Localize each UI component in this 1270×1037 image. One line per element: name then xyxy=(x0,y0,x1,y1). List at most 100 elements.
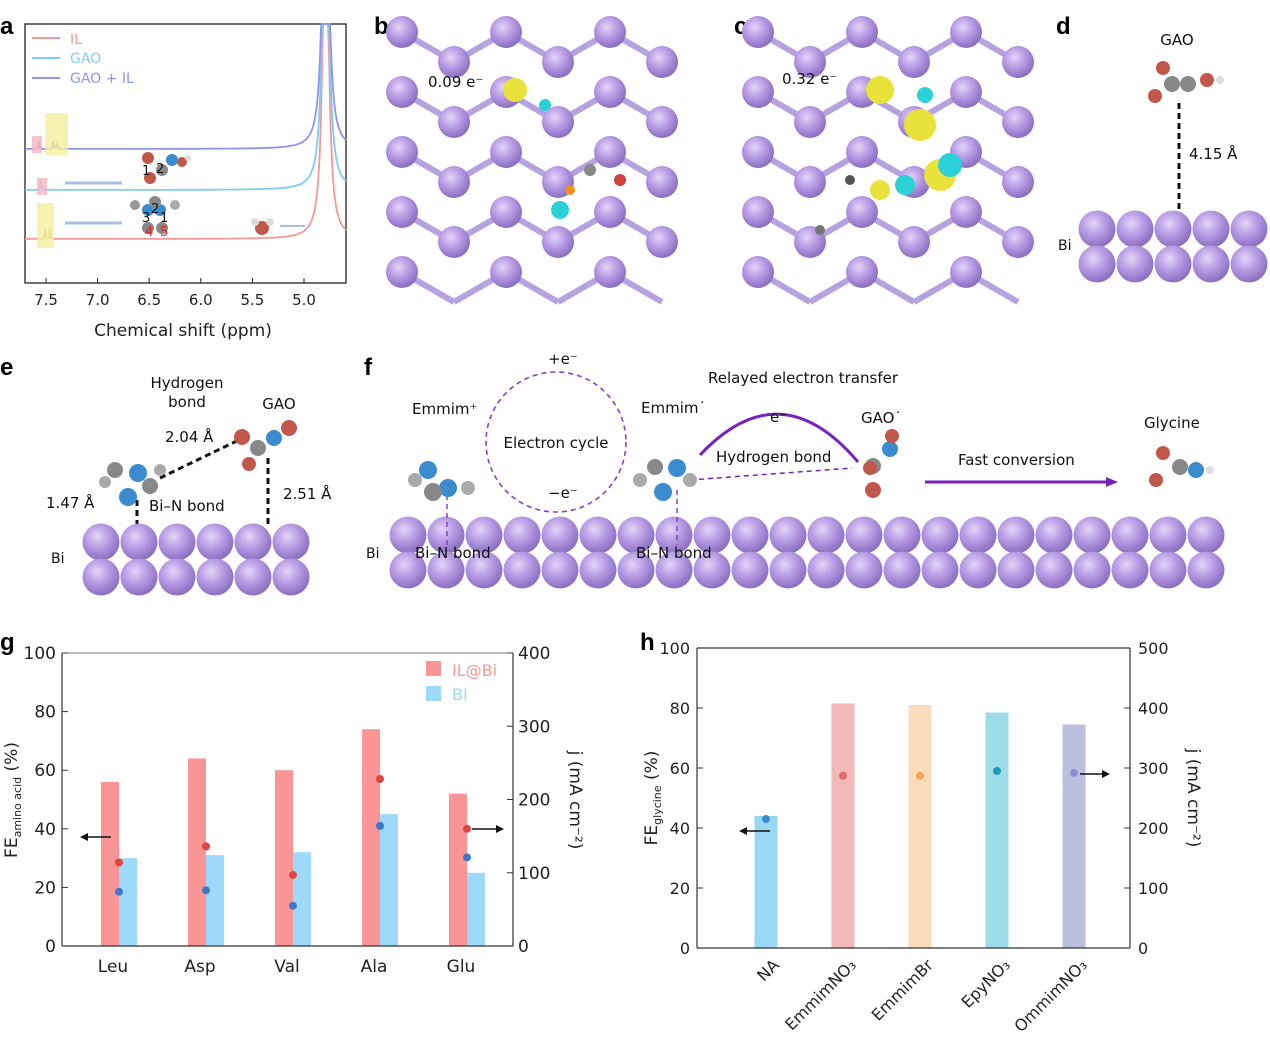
svg-text:bond: bond xyxy=(168,393,206,411)
bi-atom xyxy=(490,16,522,48)
bi-atom xyxy=(1116,245,1154,283)
j-point-2 xyxy=(916,771,924,780)
bi-atom xyxy=(950,256,982,288)
atom xyxy=(266,430,282,446)
y2-tick-label: 300 xyxy=(518,717,550,737)
j-point-il-bi-asp xyxy=(202,842,210,851)
y2-tick-label: 300 xyxy=(1138,759,1169,778)
atom xyxy=(882,441,898,457)
svg-text:2.04 Å: 2.04 Å xyxy=(165,427,214,446)
y-axis-label: FEglycine (%) xyxy=(642,751,664,846)
atom xyxy=(99,476,111,488)
j-point-0 xyxy=(762,815,770,823)
panel-label-e: e xyxy=(0,354,13,381)
bi-atom xyxy=(1002,106,1034,138)
svg-text:2: 2 xyxy=(151,202,159,217)
bi-atom xyxy=(1002,166,1034,198)
y2-tick-label: 100 xyxy=(1138,879,1169,898)
nmr-panel: 7.5 7.0 6.5 6.0 5.5 5.0 Chemical shift (ppm) … xyxy=(24,23,347,341)
legend-label-gao: GAO xyxy=(70,51,101,67)
bi-atom xyxy=(1230,210,1268,248)
bar-il-bi-glu xyxy=(449,793,467,946)
bar-3 xyxy=(985,712,1009,948)
bi-atom xyxy=(1154,245,1192,283)
atom xyxy=(1149,473,1163,487)
x-tick-label: Leu xyxy=(98,957,128,977)
bi-atom xyxy=(950,76,982,108)
j-point-bi-val xyxy=(289,901,297,910)
atom xyxy=(1216,76,1224,84)
bi-atom xyxy=(742,256,774,288)
svg-text:Bi–N bond: Bi–N bond xyxy=(415,544,491,562)
bi-atom xyxy=(386,16,418,48)
density-lobe xyxy=(870,180,890,200)
bi-atom xyxy=(883,551,921,589)
atom xyxy=(461,481,475,495)
svg-text:Hydrogen: Hydrogen xyxy=(151,374,224,392)
panel-label-b: b xyxy=(374,13,389,40)
atom xyxy=(142,478,158,494)
bi-surface-d xyxy=(1078,210,1268,283)
bi-atom xyxy=(594,136,626,168)
y2-tick-label: 100 xyxy=(518,864,550,884)
legend-swatch-il-bi xyxy=(426,661,441,676)
y-tick-label: 40 xyxy=(670,819,690,838)
atom xyxy=(1156,446,1170,460)
svg-text:Bi–N bond: Bi–N bond xyxy=(149,497,225,515)
bi-atom xyxy=(769,516,807,554)
bi-atom xyxy=(846,16,878,48)
atom xyxy=(156,164,168,176)
bi-atom xyxy=(272,523,310,561)
bi-atom xyxy=(465,551,503,589)
y-tick-label: 20 xyxy=(34,878,56,898)
x-axis-label: Chemical shift (ppm) xyxy=(94,321,272,341)
bi-atom xyxy=(1035,551,1073,589)
bi-atom xyxy=(655,551,693,589)
bar-il-bi-val xyxy=(275,770,293,946)
y2-axis-label: j (mA cm⁻²) xyxy=(565,750,585,850)
x-tick-label: Asp xyxy=(184,957,215,977)
atom xyxy=(185,155,191,161)
j-point-il-bi-val xyxy=(289,870,297,879)
bi-atom xyxy=(997,551,1035,589)
j-point-4 xyxy=(1070,768,1078,777)
bi-surface-e xyxy=(82,523,310,596)
bi-atom xyxy=(490,136,522,168)
x-tick-label: Glu xyxy=(447,957,476,977)
bar-2 xyxy=(908,705,932,948)
bar-il-bi-asp xyxy=(188,758,206,946)
atom xyxy=(142,222,154,234)
svg-text:Electron cycle: Electron cycle xyxy=(503,434,608,452)
legend-swatch-bi xyxy=(426,686,441,701)
bi-atom xyxy=(542,46,574,78)
bi-atom xyxy=(1149,516,1187,554)
bi-atom xyxy=(742,16,774,48)
bar-bi-asp xyxy=(206,855,224,946)
atom xyxy=(266,218,274,226)
bi-atom xyxy=(646,226,678,258)
density-lobe xyxy=(866,76,894,104)
atom xyxy=(439,479,457,497)
svg-text:3: 3 xyxy=(142,211,150,226)
atom xyxy=(107,462,123,478)
bi-atom xyxy=(959,516,997,554)
density-lobe xyxy=(845,175,855,185)
svg-text:Emmim⁺: Emmim⁺ xyxy=(412,400,477,418)
bi-atom xyxy=(1149,551,1187,589)
svg-text:5: 5 xyxy=(160,225,168,240)
y-tick-label: 20 xyxy=(670,879,690,898)
density-lobe xyxy=(565,185,575,195)
atom xyxy=(1164,76,1180,92)
legend-label-bi: Bi xyxy=(452,685,467,704)
density-lobe xyxy=(938,153,962,177)
bi-atom xyxy=(386,256,418,288)
bi-atom xyxy=(959,551,997,589)
density-lobe xyxy=(539,99,551,111)
y2-tick-label: 400 xyxy=(518,644,550,664)
hbond-line xyxy=(159,435,246,480)
atom xyxy=(142,152,154,164)
bi-atom xyxy=(438,166,470,198)
charge-transfer-b: 0.09 e⁻ xyxy=(428,73,483,91)
legend: IL GAO GAO + IL xyxy=(32,32,134,87)
